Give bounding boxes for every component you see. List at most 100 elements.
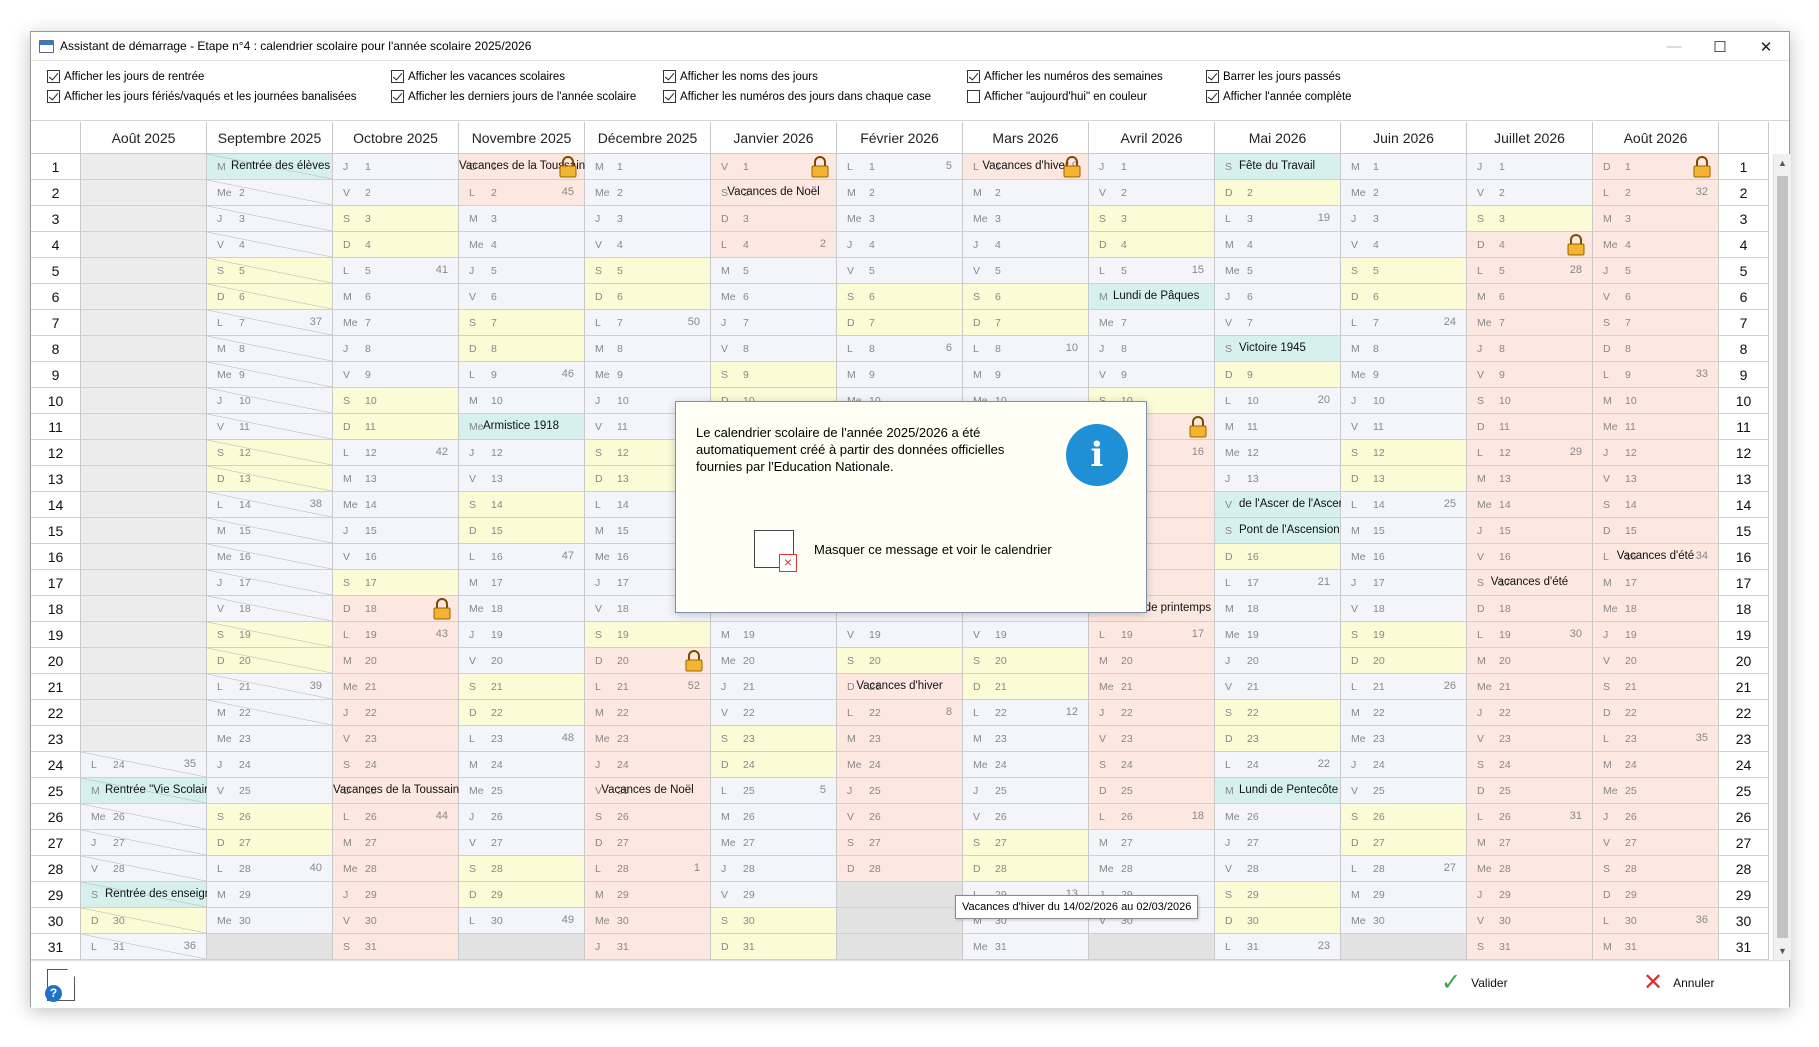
calendar-cell[interactable]: M 26 (711, 804, 837, 830)
calendar-cell[interactable]: D 27 (585, 830, 711, 856)
calendar-cell[interactable]: L 21 52 (585, 674, 711, 700)
calendar-cell[interactable]: D 24 (711, 752, 837, 778)
calendar-cell[interactable]: J 12 (1593, 440, 1719, 466)
calendar-cell[interactable]: Me 25 (459, 778, 585, 804)
calendar-cell[interactable]: S 23 (711, 726, 837, 752)
calendar-cell[interactable]: Me 4 (459, 232, 585, 258)
calendar-cell[interactable]: J 27 (1215, 830, 1341, 856)
calendar-cell[interactable]: L 14 38 (207, 492, 333, 518)
calendar-cell[interactable]: L 21 39 (207, 674, 333, 700)
calendar-cell[interactable]: Me 2 (585, 180, 711, 206)
calendar-cell[interactable]: Me 6 (711, 284, 837, 310)
option-3[interactable]: Afficher les derniers jours de l'année s… (391, 90, 636, 103)
option-8[interactable]: Barrer les jours passés (1206, 70, 1341, 83)
calendar-cell[interactable]: L 21 26 (1341, 674, 1467, 700)
calendar-cell[interactable]: D 29 (1593, 882, 1719, 908)
calendar-cell[interactable]: V 20 (459, 648, 585, 674)
calendar-cell[interactable]: M Lundi de Pentecôte (1215, 778, 1341, 804)
calendar-cell[interactable]: S 19 (585, 622, 711, 648)
calendar-cell[interactable]: Me 7 (1089, 310, 1215, 336)
calendar-cell[interactable]: V 11 (207, 414, 333, 440)
calendar-cell[interactable]: J 20 (1215, 648, 1341, 674)
calendar-cell[interactable]: V 25 Vacances de Noël (585, 778, 711, 804)
calendar-cell[interactable]: Me 21 (333, 674, 459, 700)
calendar-cell[interactable]: J 19 (1593, 622, 1719, 648)
calendar-cell[interactable]: Me 27 (711, 830, 837, 856)
calendar-cell[interactable]: J 25 (963, 778, 1089, 804)
calendar-cell[interactable]: V 23 (1089, 726, 1215, 752)
calendar-cell[interactable]: D 13 (1341, 466, 1467, 492)
calendar-cell[interactable]: Me 3 (837, 206, 963, 232)
calendar-cell[interactable]: L 28 27 (1341, 856, 1467, 882)
calendar-cell[interactable]: V 27 (1593, 830, 1719, 856)
calendar-cell[interactable]: Me 28 (1467, 856, 1593, 882)
calendar-cell[interactable]: S 24 (1467, 752, 1593, 778)
calendar-cell[interactable]: Me 11 (1593, 414, 1719, 440)
calendar-cell[interactable]: Me 21 (1089, 674, 1215, 700)
calendar-cell[interactable]: M 23 (963, 726, 1089, 752)
calendar-cell[interactable]: M 22 (585, 700, 711, 726)
calendar-cell[interactable]: S 24 (333, 752, 459, 778)
calendar-cell[interactable]: S 12 (207, 440, 333, 466)
calendar-cell[interactable]: S 31 (333, 934, 459, 960)
checkbox-icon[interactable] (1206, 70, 1219, 83)
calendar-cell[interactable]: L 24 35 (81, 752, 207, 778)
calendar-cell[interactable]: D 28 (837, 856, 963, 882)
calendar-cell[interactable]: Me 7 (1467, 310, 1593, 336)
calendar-cell[interactable]: D 20 (1341, 648, 1467, 674)
scroll-down-icon[interactable]: ▼ (1778, 946, 1787, 956)
option-6[interactable]: Afficher les numéros des semaines (967, 70, 1163, 83)
calendar-cell[interactable]: M 23 (837, 726, 963, 752)
checkbox-icon[interactable] (967, 90, 980, 103)
calendar-cell[interactable]: J 22 (1467, 700, 1593, 726)
calendar-cell[interactable]: J 19 (459, 622, 585, 648)
calendar-cell[interactable]: Me 18 (1593, 596, 1719, 622)
calendar-cell[interactable]: V 26 (963, 804, 1089, 830)
calendar-cell[interactable]: L 24 22 (1215, 752, 1341, 778)
calendar-cell[interactable]: L 9 33 (1593, 362, 1719, 388)
calendar-cell[interactable]: Me 23 (585, 726, 711, 752)
calendar-cell[interactable]: J 25 (837, 778, 963, 804)
calendar-cell[interactable]: S 20 (963, 648, 1089, 674)
calendar-cell[interactable]: L 2 32 (1593, 180, 1719, 206)
calendar-cell[interactable]: S 21 (1593, 674, 1719, 700)
calendar-cell[interactable]: L 7 37 (207, 310, 333, 336)
calendar-cell[interactable]: D 20 (207, 648, 333, 674)
calendar-cell[interactable]: L 12 42 (333, 440, 459, 466)
calendar-cell[interactable]: S 17 Vacances d'été (1467, 570, 1593, 596)
calendar-cell[interactable]: Me 23 (1341, 726, 1467, 752)
calendar-cell[interactable]: L 31 23 (1215, 934, 1341, 960)
calendar-cell[interactable]: Me 9 (207, 362, 333, 388)
calendar-cell[interactable]: Me 24 (963, 752, 1089, 778)
calendar-cell[interactable]: D 30 (1215, 908, 1341, 934)
calendar-cell[interactable]: J 31 (585, 934, 711, 960)
